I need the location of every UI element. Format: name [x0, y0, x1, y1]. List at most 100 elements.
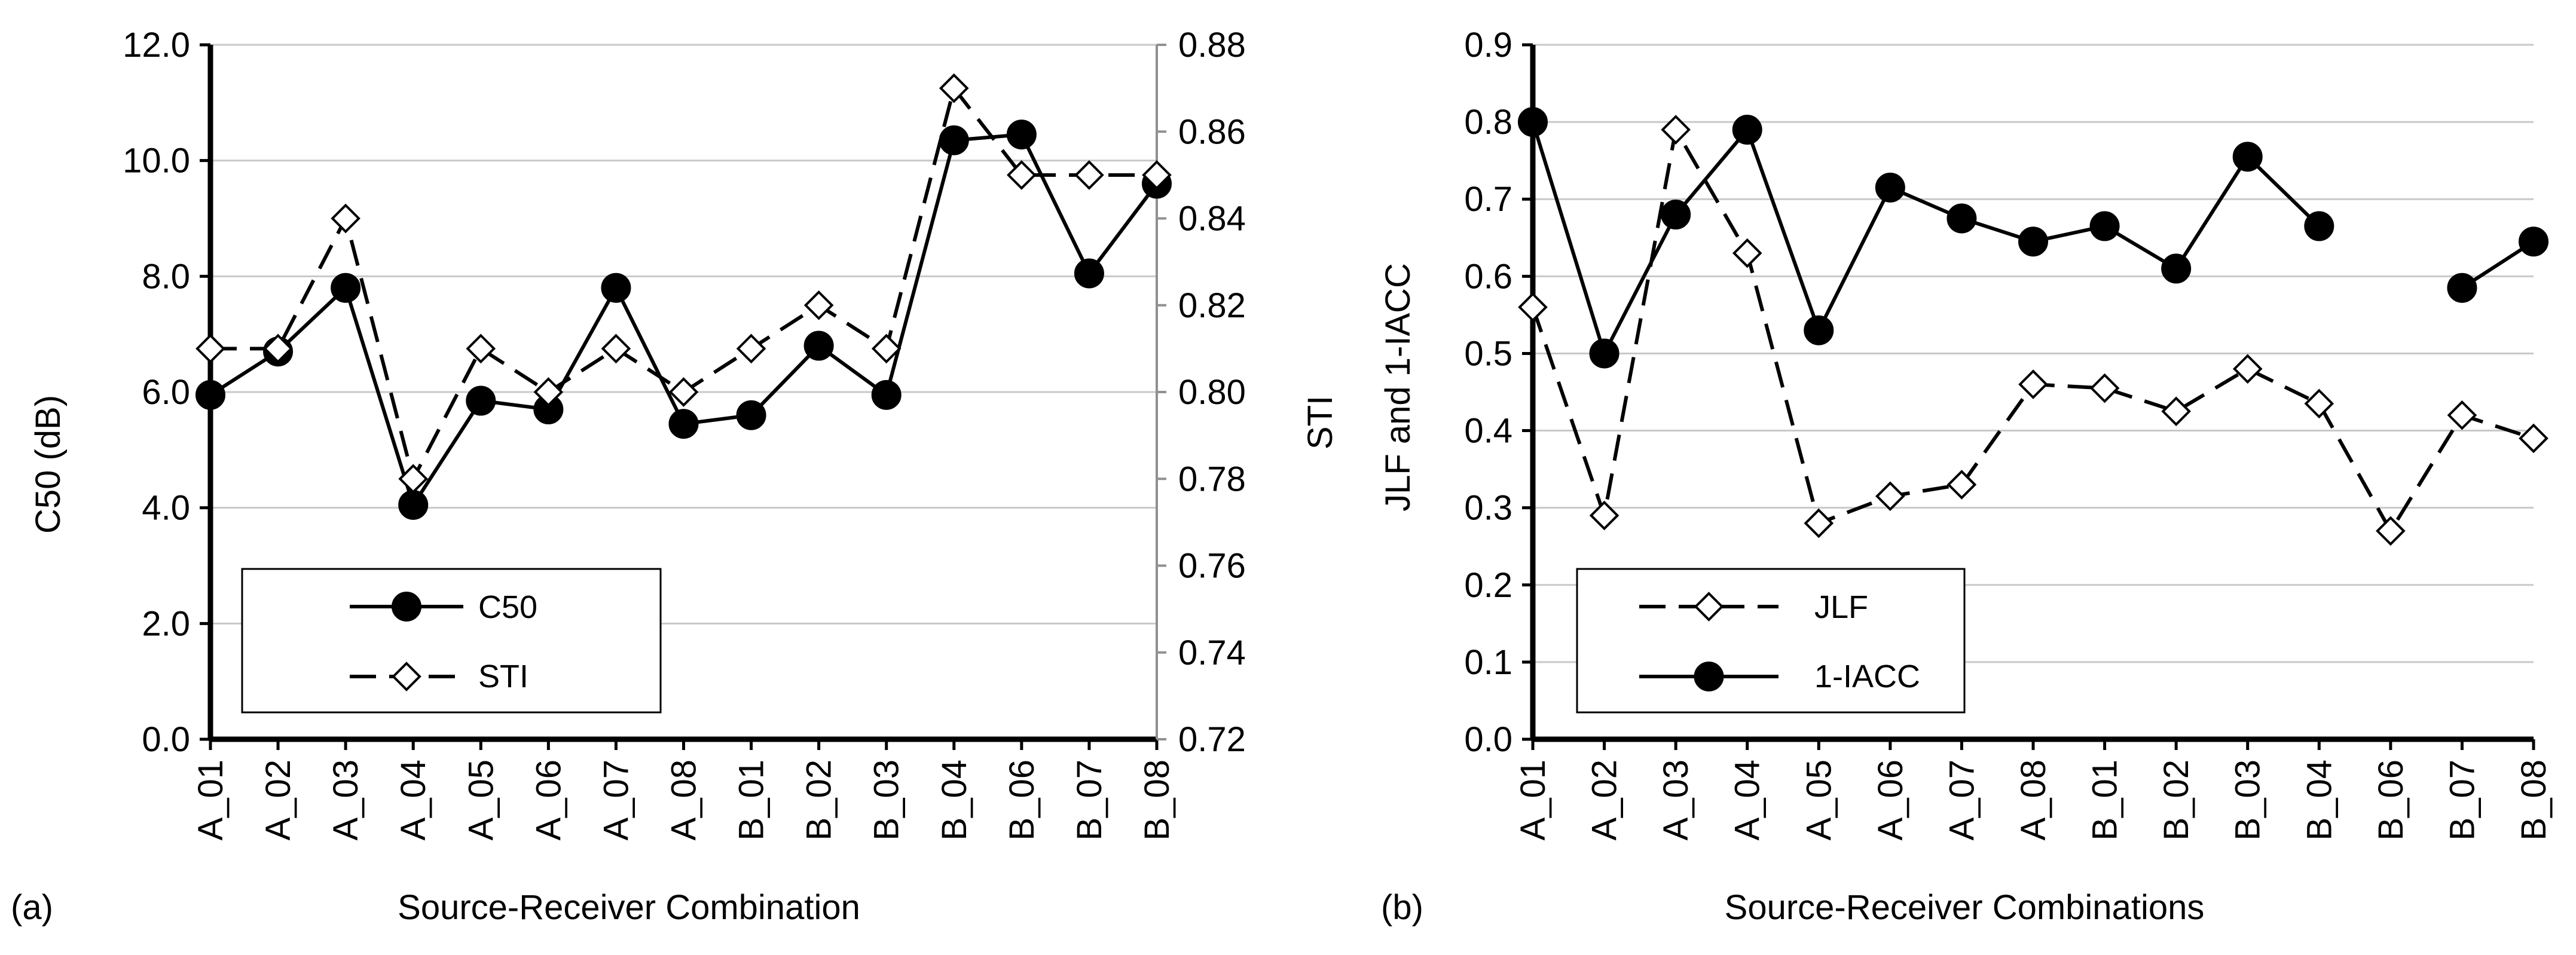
- data-point-sti-b-04: [939, 73, 969, 103]
- data-point-1-iacc-b-02: [2161, 253, 2192, 284]
- data-point-sti-b-01: [736, 333, 766, 364]
- x-axis-title-a: Source-Receiver Combination: [398, 888, 860, 927]
- x-tick-labels-b: A_01 A_02 A_03 A_04 A_05 A_06 A_07 A_08 B_01 B_02…: [1514, 760, 2553, 840]
- chart-panel-b: 0.00.10.20.30.40.50.60.70.80.9 A_01 A_02 A…: [1379, 26, 2553, 927]
- data-point-1-iacc-b-08: [2519, 226, 2549, 257]
- y2-tick-label-a-4: 0.80: [1178, 373, 1246, 412]
- y-tick-label-b-8: 0.8: [1464, 103, 1512, 142]
- data-point-1-iacc-b-07: [2447, 273, 2477, 303]
- legend-label-c50: C50: [478, 589, 537, 625]
- y2-tick-label-a-0: 0.72: [1178, 720, 1246, 759]
- y-tick-label-b-9: 0.9: [1464, 26, 1512, 65]
- x-tick-label-a-06-b: A_06: [1871, 760, 1910, 840]
- data-point-1-iacc-a-02: [1589, 338, 1619, 369]
- legend-marker-c50: [392, 592, 421, 622]
- x-tick-label-a-08-a: A_08: [665, 760, 704, 840]
- legend-label-iacc: 1-IACC: [1814, 659, 1920, 694]
- data-point-jlf-b-07: [2447, 400, 2477, 430]
- data-point-1-iacc-a-05: [1804, 315, 1834, 345]
- series-b: [1518, 107, 2549, 546]
- data-point-c50-a-03: [331, 273, 361, 303]
- x-tick-label-a-07-a: A_07: [597, 760, 635, 840]
- x-axis-title-b: Source-Receiver Combinations: [1725, 888, 2205, 927]
- data-point-jlf-a-06: [1875, 481, 1905, 512]
- panel-label-a: (a): [11, 888, 53, 927]
- y2-axis-title-a: STI: [1301, 396, 1340, 449]
- y-axis-title-a: C50 (dB): [29, 395, 68, 534]
- data-point-c50-a-08: [668, 409, 699, 439]
- x-tick-label-a-02-b: A_02: [1585, 760, 1624, 840]
- x-tick-label-b-08-b: B_08: [2514, 760, 2553, 840]
- y-tick-label-a-4: 8.0: [142, 257, 190, 296]
- data-point-sti-b-07: [1074, 160, 1104, 190]
- data-point-sti-a-03: [331, 203, 360, 234]
- legend-items-a: [350, 592, 463, 691]
- data-point-sti-a-02: [263, 333, 293, 364]
- y2-tick-label-a-7: 0.86: [1178, 112, 1246, 151]
- x-tick-label-a-04-a: A_04: [394, 760, 433, 840]
- data-point-sti-a-05: [466, 333, 496, 364]
- x-tick-label-a-03-a: A_03: [326, 760, 365, 840]
- x-tick-label-a-03-b: A_03: [1657, 760, 1695, 840]
- x-tick-label-b-03-a: B_03: [867, 760, 906, 840]
- x-tick-label-b-06-a: B_06: [1003, 760, 1041, 840]
- data-point-1-iacc-a-01: [1518, 107, 1548, 137]
- data-point-c50-a-07: [601, 273, 631, 303]
- x-tick-label-a-08-b: A_08: [2014, 760, 2053, 840]
- legend-marker-jlf: [1694, 592, 1724, 622]
- data-point-jlf-b-01: [2089, 373, 2120, 403]
- y2-tick-label-a-1: 0.74: [1178, 633, 1246, 672]
- data-point-1-iacc-b-01: [2089, 211, 2120, 241]
- legend-label-sti: STI: [478, 659, 528, 694]
- data-point-1-iacc-a-06: [1875, 172, 1905, 203]
- data-point-jlf-a-05: [1804, 508, 1834, 538]
- x-tick-label-a-02-a: A_02: [259, 760, 298, 840]
- data-point-c50-b-01: [736, 400, 766, 430]
- legend-label-jlf: JLF: [1814, 589, 1868, 625]
- x-tick-label-a-04-b: A_04: [1728, 760, 1767, 840]
- y-tick-label-a-5: 10.0: [123, 142, 190, 180]
- data-point-1-iacc-a-07: [1946, 203, 1977, 234]
- x-tick-label-a-05-b: A_05: [1799, 760, 1838, 840]
- data-point-1-iacc-a-04: [1732, 115, 1762, 145]
- x-tick-label-b-02-b: B_02: [2157, 760, 2196, 840]
- data-point-1-iacc-b-04: [2304, 211, 2334, 241]
- data-point-jlf-a-04: [1732, 238, 1762, 268]
- y-tick-label-b-6: 0.6: [1464, 257, 1512, 296]
- y2-tick-label-a-6: 0.84: [1178, 200, 1246, 238]
- data-point-jlf-b-06: [2376, 516, 2406, 546]
- legend-marker-1-iacc: [1694, 662, 1724, 691]
- x-tick-label-a-06-a: A_06: [529, 760, 568, 840]
- legend-box-a: [241, 568, 662, 714]
- data-point-sti-a-06: [533, 377, 564, 407]
- data-point-sti-a-07: [601, 333, 631, 364]
- data-point-jlf-a-02: [1589, 500, 1619, 531]
- y-axis-title-b: JLF and 1-IACC: [1379, 263, 1417, 512]
- data-point-sti-b-06: [1007, 160, 1037, 190]
- y-tick-label-b-0: 0.0: [1464, 720, 1512, 759]
- x-tick-label-a-07-b: A_07: [1942, 760, 1981, 840]
- y-tick-label-b-4: 0.4: [1464, 412, 1512, 451]
- data-point-c50-b-03: [871, 379, 902, 410]
- y-tick-label-a-1: 2.0: [142, 604, 190, 643]
- y-tick-labels-b: 0.0 0.1 0.2 0.3 0.4 0.5 0.6 0.7 0.8 0.9: [1464, 26, 1512, 759]
- data-point-jlf-b-04: [2304, 388, 2334, 419]
- data-point-1-iacc-b-03: [2232, 142, 2263, 172]
- x-tick-label-b-08-a: B_08: [1138, 760, 1177, 840]
- data-point-jlf-b-08: [2519, 423, 2549, 454]
- data-point-c50-a-04: [398, 489, 429, 520]
- x-tick-label-b-06-b: B_06: [2372, 760, 2410, 840]
- y-tick-label-b-1: 0.1: [1464, 643, 1512, 682]
- series-line-jlf-0: [1531, 128, 2534, 533]
- data-point-c50-a-01: [195, 379, 225, 410]
- data-point-jlf-a-08: [2018, 369, 2048, 399]
- legend-a: C50 STI: [241, 568, 662, 714]
- x-tick-label-a-01-b: A_01: [1514, 760, 1553, 840]
- legend-marker-sti: [392, 662, 421, 691]
- x-tick-label-a-05-a: A_05: [462, 760, 500, 840]
- legend-items-b: [1639, 592, 1779, 691]
- x-tick-label-b-02-a: B_02: [800, 760, 839, 840]
- y-tick-label-a-3: 6.0: [142, 373, 190, 412]
- chart-panel-a: 0.0 2.0 4.0 6.0 8.0 10.0 12.0 0.72 0.74 0.76 0.78…: [11, 26, 1340, 927]
